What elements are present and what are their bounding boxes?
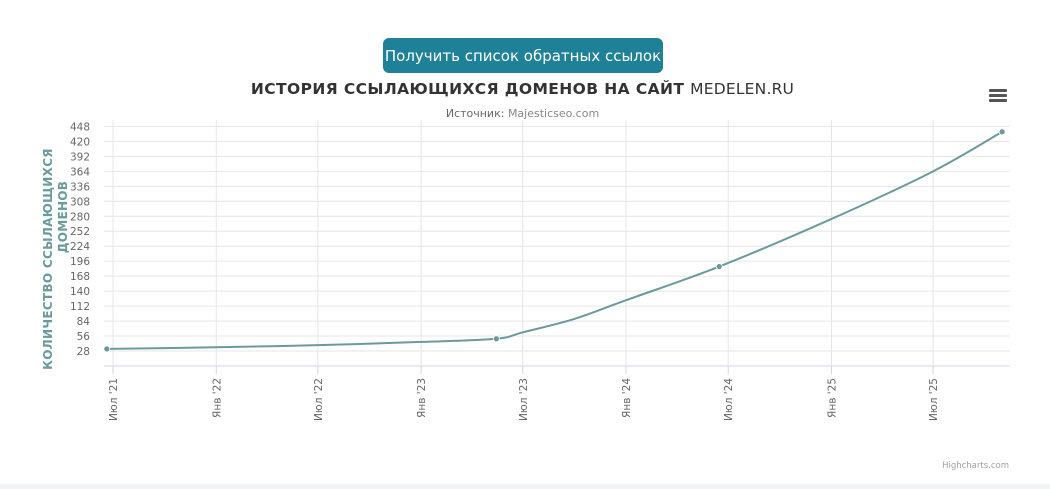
x-tick-label: Июл '23 — [518, 378, 530, 421]
x-tick-label: Янв '25 — [826, 378, 838, 418]
y-tick-label: 280 — [70, 211, 90, 223]
y-axis-title: КОЛИЧЕСТВО ССЫЛАЮЩИХСЯ ДОМЕНОВ — [41, 148, 70, 370]
x-tick-label: Янв '22 — [211, 378, 223, 418]
y-tick-label: 392 — [70, 151, 90, 163]
y-tick-label: 140 — [70, 286, 90, 298]
y-tick-label: 420 — [70, 136, 90, 148]
x-tick-label: Янв '24 — [621, 378, 633, 418]
chart-title: ИСТОРИЯ ССЫЛАЮЩИХСЯ ДОМЕНОВ НА САЙТ MEDE… — [0, 80, 1045, 98]
credits-link[interactable]: Highcharts.com — [942, 461, 1009, 471]
y-tick-label: 224 — [70, 241, 90, 253]
grid-layer — [104, 120, 1010, 374]
series-point[interactable] — [103, 345, 111, 353]
y-tick-label: 252 — [70, 226, 90, 238]
y-tick-label: 308 — [70, 196, 90, 208]
y-axis-title-line: КОЛИЧЕСТВО ССЫЛАЮЩИХСЯ — [41, 148, 55, 370]
subtitle-label: Источник: — [445, 107, 505, 120]
get-backlinks-button[interactable]: Получить список обратных ссылок — [383, 38, 663, 73]
x-tick-label: Июл '25 — [928, 378, 940, 421]
y-axis-ticks: 28 56 84 112 140 168 196 224 252 280 308 336 364 392 4… — [70, 121, 90, 358]
chart-subtitle: Источник: Majesticseo.com — [0, 107, 1045, 120]
y-axis-title-line: ДОМЕНОВ — [56, 181, 70, 254]
series-point[interactable] — [998, 128, 1006, 136]
hamburger-menu-icon[interactable] — [986, 86, 1010, 106]
series-layer — [103, 128, 1006, 353]
chart-title-site: MEDELEN.RU — [690, 80, 795, 98]
chart-title-main: ИСТОРИЯ ССЫЛАЮЩИХСЯ ДОМЕНОВ НА САЙТ — [250, 80, 685, 98]
y-tick-label: 168 — [70, 271, 90, 283]
y-tick-label: 336 — [70, 181, 90, 193]
y-tick-label: 28 — [77, 346, 90, 358]
y-tick-label: 112 — [70, 301, 90, 313]
y-tick-label: 196 — [70, 256, 90, 268]
series-point[interactable] — [492, 335, 500, 343]
subtitle-source: Majesticseo.com — [507, 107, 600, 120]
x-tick-label: Янв '23 — [416, 378, 428, 418]
y-tick-label: 364 — [70, 166, 90, 178]
x-axis-ticks: Июл '21 Янв '22 Июл '22 Янв '23 Июл '23 Янв '… — [108, 378, 940, 421]
y-tick-label: 448 — [70, 121, 90, 133]
bottom-strip — [0, 484, 1050, 489]
x-tick-label: Июл '22 — [313, 378, 325, 421]
series-point[interactable] — [715, 263, 723, 270]
y-tick-label: 84 — [77, 316, 91, 328]
x-tick-label: Июл '24 — [723, 378, 735, 421]
y-tick-label: 56 — [77, 331, 91, 343]
series-line — [106, 130, 1003, 350]
x-tick-label: Июл '21 — [108, 378, 120, 421]
